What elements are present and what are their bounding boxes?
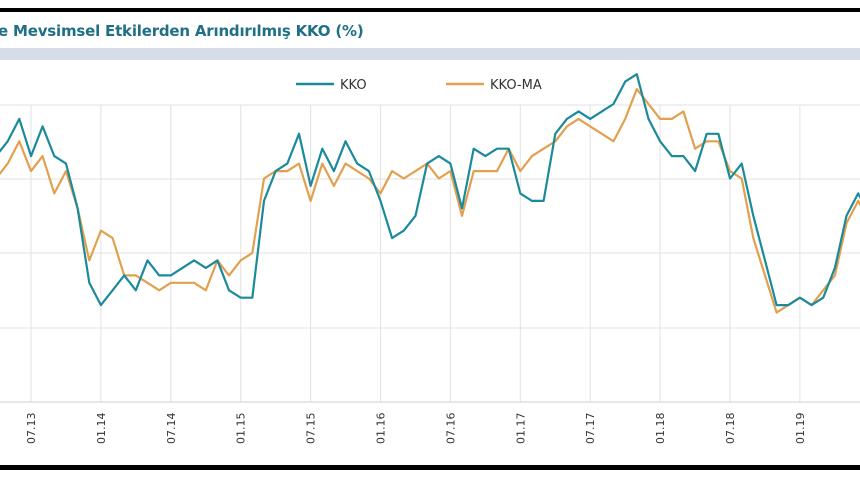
legend-label-kko: KKO	[340, 78, 367, 93]
x-tick-label: 07.14	[165, 413, 178, 445]
chart-area: 07.13 01.14 07.14 01.15 07.15 01.16 07.16 01.17…	[0, 60, 860, 465]
title-band	[0, 48, 860, 60]
x-tick-label: 07.15	[305, 413, 318, 445]
gridlines	[0, 104, 860, 403]
x-axis-ticks: 07.13 01.14 07.14 01.15 07.15 01.16 07.16 01.17…	[25, 413, 807, 445]
series-line-kko-ma	[0, 88, 860, 314]
x-tick-label: 07.16	[444, 413, 457, 445]
legend-label-kko-ma: KKO-MA	[490, 78, 542, 93]
x-tick-label: 01.18	[654, 413, 667, 445]
chart-title: e Mevsimsel Etkilerden Arındırılmış KKO …	[0, 22, 364, 40]
x-tick-label: 01.19	[794, 413, 807, 445]
line-chart: 07.13 01.14 07.14 01.15 07.15 01.16 07.16 01.17…	[0, 73, 860, 445]
legend: KKO KKO-MA	[296, 78, 542, 93]
top-frame-border	[0, 8, 860, 12]
x-tick-label: 07.17	[584, 413, 597, 445]
series-line-kko	[0, 73, 860, 307]
x-tick-label: 01.16	[375, 413, 388, 445]
x-tick-label: 01.14	[95, 413, 108, 445]
x-tick-label: 07.18	[724, 413, 737, 445]
x-tick-label: 07.13	[25, 413, 38, 445]
x-tick-label: 01.17	[514, 413, 527, 445]
bottom-frame-border	[0, 465, 860, 470]
x-tick-label: 01.15	[235, 413, 248, 445]
